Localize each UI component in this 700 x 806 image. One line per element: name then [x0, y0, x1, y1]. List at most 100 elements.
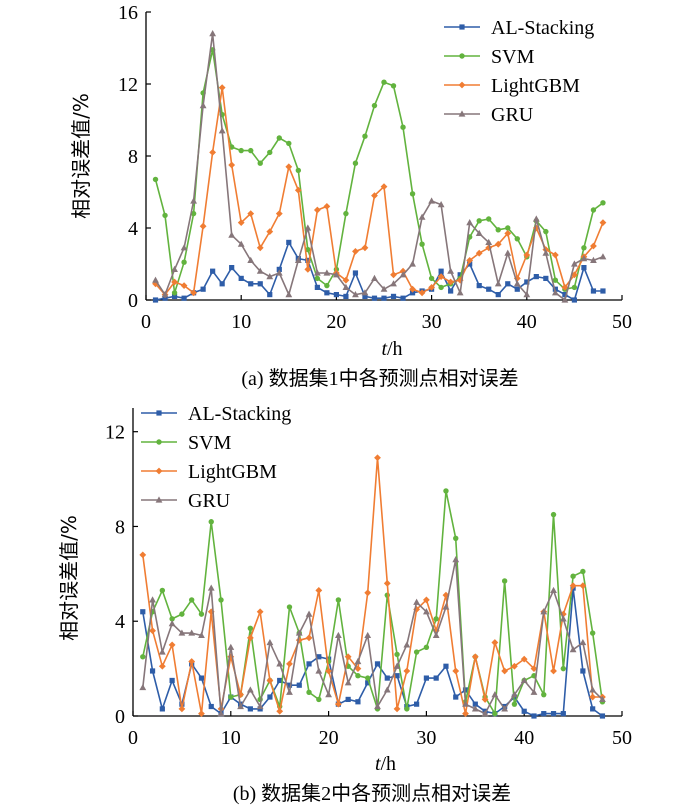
- y-tick-label: 8: [115, 516, 125, 538]
- data-point: [589, 693, 597, 701]
- legend-marker: [155, 496, 163, 503]
- data-point: [286, 140, 292, 147]
- legend-label: LightGBM: [491, 75, 580, 97]
- data-point: [343, 210, 349, 217]
- data-point: [247, 625, 254, 632]
- data-point: [345, 696, 351, 703]
- data-point: [352, 270, 359, 276]
- data-point: [228, 161, 236, 169]
- data-point: [324, 282, 330, 289]
- data-point: [266, 638, 274, 646]
- data-point: [511, 701, 518, 707]
- data-point: [532, 215, 540, 222]
- chart-caption: (b) 数据集2中各预测点相对误差: [233, 782, 511, 805]
- data-point: [513, 280, 521, 287]
- data-point: [394, 651, 400, 658]
- legend-marker: [155, 467, 163, 475]
- data-point: [374, 661, 381, 667]
- data-point: [384, 675, 390, 681]
- data-point: [286, 660, 293, 668]
- y-tick-label: 4: [115, 611, 125, 633]
- data-point: [437, 201, 445, 208]
- data-point: [552, 277, 559, 283]
- data-point: [462, 710, 469, 718]
- data-point: [393, 705, 401, 713]
- data-point: [209, 30, 217, 37]
- series-line: [154, 86, 604, 296]
- data-point: [354, 657, 362, 665]
- data-point: [423, 596, 430, 604]
- data-point: [400, 124, 406, 130]
- data-point: [207, 584, 215, 591]
- data-point: [453, 535, 459, 542]
- data-point: [404, 706, 410, 712]
- data-point: [169, 616, 175, 622]
- data-point: [190, 289, 197, 297]
- data-point: [456, 289, 464, 296]
- data-point: [188, 629, 196, 636]
- data-point: [208, 703, 214, 710]
- data-point: [561, 284, 569, 291]
- data-point: [365, 675, 371, 681]
- legend-entry: SVM: [444, 46, 535, 68]
- data-point: [531, 713, 537, 719]
- data-point: [581, 245, 587, 251]
- data-point: [418, 289, 426, 297]
- legend-label: SVM: [188, 432, 232, 454]
- data-point: [580, 568, 586, 575]
- data-point: [171, 290, 178, 296]
- data-point: [267, 694, 273, 700]
- chart-a: 0 4 8 12 16 0 10 20 30 40 50 相对误差值/% t/h (a) 数据集1中各预测…: [69, 2, 632, 390]
- series-line: [142, 587, 603, 717]
- legend-marker: [459, 53, 465, 59]
- data-point: [199, 222, 207, 230]
- data-point: [267, 292, 273, 298]
- data-point: [188, 597, 195, 603]
- data-point: [394, 673, 400, 679]
- data-point: [342, 276, 350, 284]
- data-point: [286, 682, 293, 688]
- data-point: [383, 579, 391, 587]
- data-point: [149, 668, 156, 674]
- data-point: [466, 257, 474, 264]
- data-point: [423, 608, 430, 615]
- data-point: [442, 603, 450, 610]
- data-point: [286, 604, 293, 610]
- data-point: [306, 661, 312, 667]
- data-point: [276, 660, 284, 667]
- data-point: [448, 288, 454, 294]
- data-point: [152, 176, 159, 183]
- data-point: [521, 708, 527, 714]
- data-point: [198, 611, 205, 617]
- data-point: [266, 677, 274, 684]
- data-point: [438, 268, 444, 274]
- data-point: [181, 259, 187, 265]
- data-point: [181, 295, 187, 301]
- data-point: [414, 701, 420, 707]
- data-point: [171, 265, 178, 272]
- legend-label: AL-Stacking: [188, 403, 291, 425]
- data-point: [364, 589, 372, 597]
- x-tick-label: 20: [319, 727, 339, 749]
- data-point: [315, 587, 323, 594]
- x-tick-label: 10: [231, 311, 251, 333]
- data-point: [159, 706, 165, 712]
- x-tick-label: 50: [612, 727, 632, 749]
- data-point: [520, 676, 528, 684]
- data-point: [352, 248, 359, 255]
- data-point: [581, 265, 587, 271]
- data-point: [511, 691, 518, 698]
- data-point: [158, 648, 166, 655]
- legend-label: GRU: [188, 490, 231, 512]
- chart-b: 0 4 8 12 0 10 20 30 40 50 相对误差值/% t/h (b) 数据集2中各预测点相…: [57, 403, 632, 805]
- data-point: [371, 274, 378, 281]
- data-point: [247, 256, 255, 263]
- data-point: [514, 236, 520, 242]
- data-point: [403, 667, 411, 675]
- data-point: [237, 240, 245, 247]
- data-point: [256, 608, 264, 616]
- data-point: [492, 710, 498, 717]
- data-point: [540, 608, 548, 615]
- data-point: [198, 631, 205, 639]
- data-point: [491, 639, 499, 646]
